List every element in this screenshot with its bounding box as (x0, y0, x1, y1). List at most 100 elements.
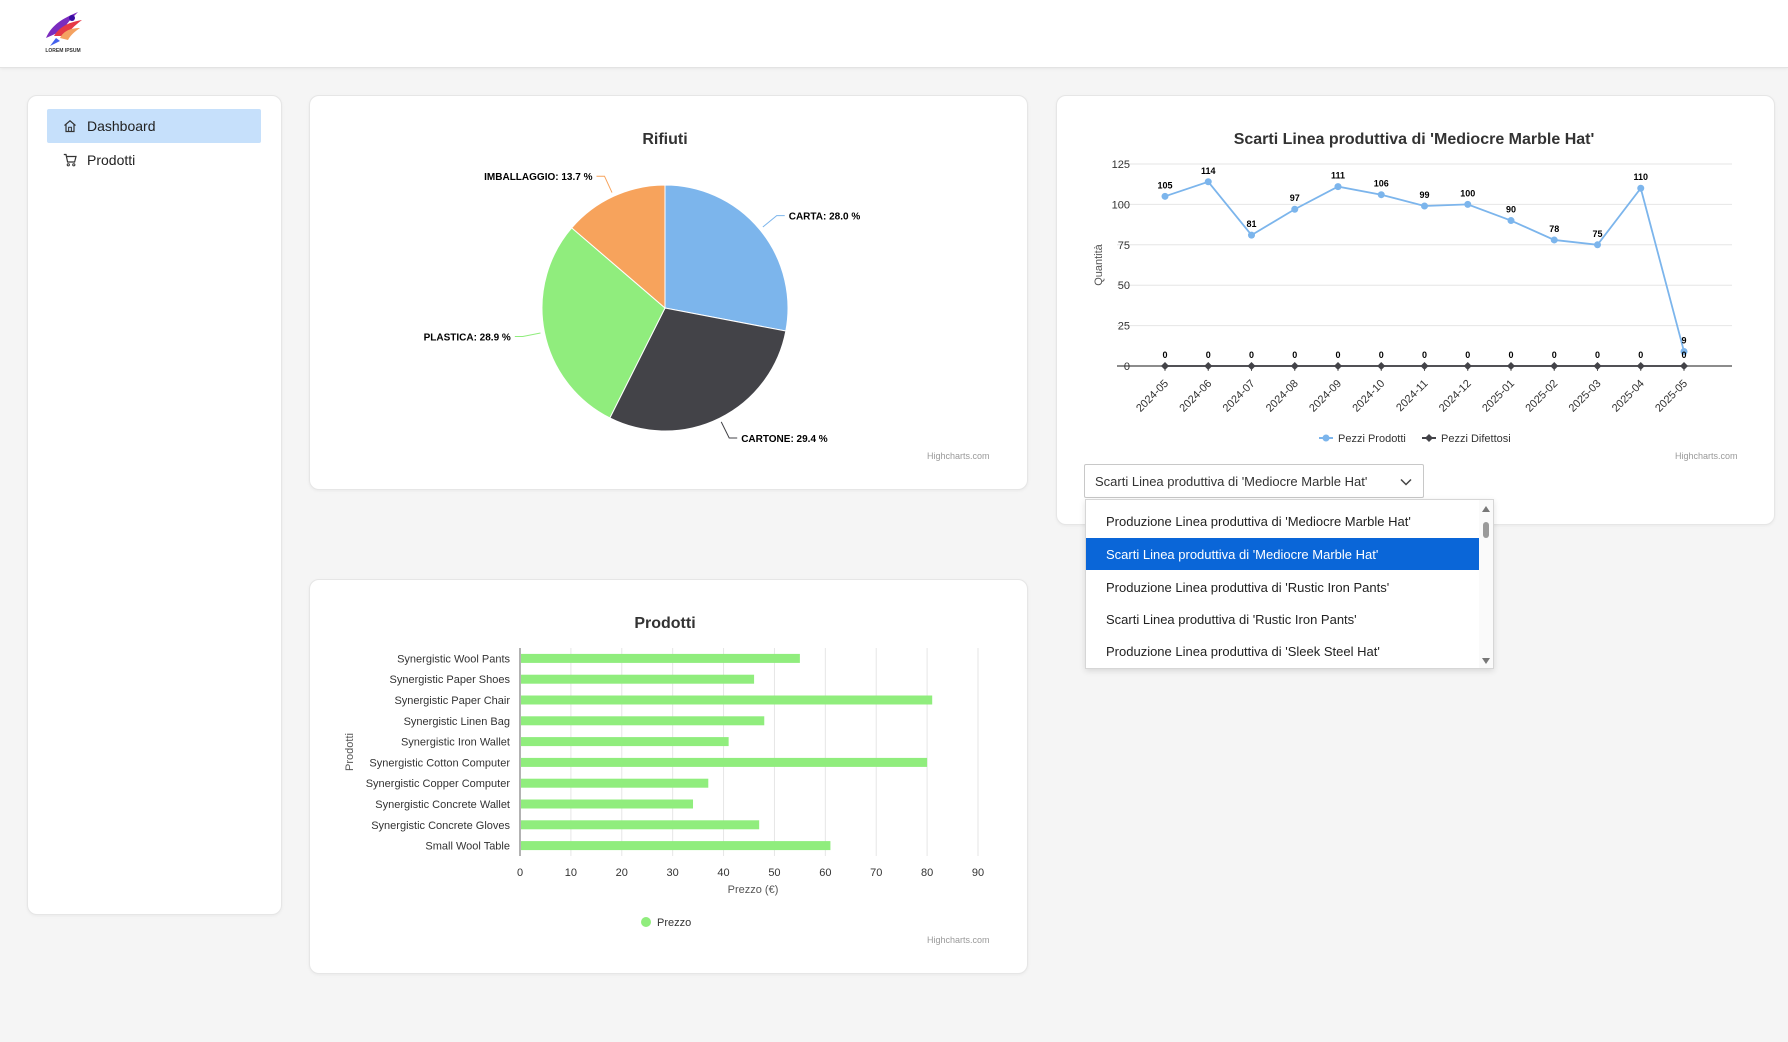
cart-icon (63, 153, 77, 167)
bar (521, 674, 755, 684)
dropdown-option[interactable]: Produzione Linea produttiva di 'Sleek St… (1106, 643, 1380, 659)
sidebar-item-label: Prodotti (87, 152, 136, 168)
pie-connector (514, 332, 541, 338)
data-point (1377, 362, 1386, 370)
y-tick-label: Synergistic Copper Computer (366, 778, 511, 790)
bar (521, 799, 694, 809)
legend-item-label: Pezzi Prodotti (1338, 433, 1406, 445)
data-point (1290, 362, 1299, 370)
credits-text[interactable]: Highcharts.com (927, 451, 990, 461)
data-label: 111 (1331, 171, 1345, 181)
x-tick-label: 2025-05 (1653, 378, 1690, 415)
data-point (1593, 362, 1602, 370)
data-point (1204, 362, 1213, 370)
data-label: 78 (1549, 224, 1559, 234)
logo[interactable]: LOREM IPSUM (40, 8, 86, 58)
y-tick-label: 100 (1112, 199, 1130, 211)
legend-item-label: Pezzi Difettosi (1441, 433, 1511, 445)
x-tick-label: 2024-07 (1221, 378, 1258, 415)
data-point (1680, 362, 1688, 370)
y-tick-label: 25 (1118, 321, 1130, 333)
data-point (1637, 184, 1645, 192)
data-label: 0 (1292, 350, 1297, 360)
data-point (1550, 362, 1559, 370)
pie-chart-title: Rifiuti (642, 131, 688, 148)
x-tick-label: 70 (870, 867, 882, 879)
bar (521, 695, 933, 705)
home-icon (64, 120, 76, 133)
y-tick-label: Synergistic Concrete Wallet (375, 799, 510, 811)
data-point (1464, 200, 1472, 208)
data-label: 0 (1206, 350, 1211, 360)
scroll-down-icon[interactable] (1482, 658, 1490, 664)
data-label: 110 (1633, 172, 1648, 182)
pie-data-label: CARTONE: 29.4 % (741, 434, 828, 445)
top-bar: LOREM IPSUM (0, 0, 1788, 68)
sidebar: Dashboard Prodotti (27, 95, 282, 915)
bird-logo-icon (46, 12, 82, 46)
pie-slice-carta (664, 184, 789, 332)
legend-item-label: Prezzo (657, 917, 691, 929)
x-tick-label: 20 (616, 867, 628, 879)
data-label: 0 (1638, 350, 1643, 360)
data-point (1334, 362, 1342, 370)
x-tick-label: 2024-11 (1394, 378, 1430, 414)
data-label: 0 (1552, 350, 1557, 360)
pie-data-label: PLASTICA: 28.9 % (424, 333, 511, 344)
pie-chart: CARTA: 28.0 % CARTONE: 29.4 % PLASTICA: 28… (424, 172, 861, 445)
x-tick-label: 50 (768, 867, 780, 879)
bar (521, 737, 729, 747)
pie-slice-plastica (541, 227, 666, 419)
y-tick-label: 125 (1112, 159, 1130, 171)
dropdown-option[interactable]: Scarti Linea produttiva di 'Rustic Iron … (1106, 611, 1357, 627)
chart-select[interactable]: Scarti Linea produttiva di 'Mediocre Mar… (1084, 464, 1424, 498)
pie-connector (762, 215, 785, 228)
data-label: 75 (1592, 229, 1602, 239)
x-tick-label: 40 (717, 867, 729, 879)
credits-text[interactable]: Highcharts.com (1675, 451, 1738, 461)
sidebar-item-prodotti[interactable]: Prodotti (47, 143, 261, 177)
data-label: 0 (1335, 350, 1340, 360)
y-tick-label: 75 (1118, 240, 1130, 252)
y-axis-title: Prodotti (344, 733, 356, 771)
bar (521, 716, 765, 726)
chart-select-value: Scarti Linea produttiva di 'Mediocre Mar… (1095, 473, 1368, 489)
x-tick-label: 2024-12 (1437, 378, 1474, 415)
x-tick-label: 2025-04 (1610, 378, 1647, 415)
credits-text[interactable]: Highcharts.com (927, 935, 990, 945)
y-tick-label: Synergistic Wool Pants (397, 653, 510, 665)
data-point (1463, 362, 1472, 370)
dropdown-scrollbar[interactable] (1479, 500, 1493, 668)
dropdown-option[interactable]: Produzione Linea produttiva di 'Mediocre… (1106, 513, 1411, 529)
scroll-thumb[interactable] (1483, 522, 1489, 538)
bar (521, 841, 831, 851)
scroll-up-icon[interactable] (1482, 506, 1490, 512)
y-tick-label: Synergistic Paper Shoes (390, 674, 511, 686)
x-tick-label: 2024-09 (1307, 378, 1344, 415)
pie-connector (720, 421, 738, 439)
data-point (1594, 241, 1601, 249)
x-tick-label: 10 (565, 867, 577, 879)
dropdown-option[interactable]: Produzione Linea produttiva di 'Rustic I… (1106, 579, 1390, 595)
x-tick-label: 2024-06 (1177, 378, 1214, 415)
chart-select-dropdown[interactable]: Produzione Linea produttiva di 'Mediocre… (1085, 499, 1494, 669)
data-label: 0 (1681, 350, 1686, 360)
pie-slice-imballaggio (571, 184, 666, 310)
data-point (1507, 362, 1515, 370)
data-label: 90 (1506, 205, 1516, 215)
x-tick-label: 2025-02 (1523, 378, 1560, 415)
data-point (1421, 202, 1428, 210)
pie-data-label: IMBALLAGGIO: 13.7 % (484, 172, 592, 183)
data-point (1204, 178, 1212, 186)
chevron-down-icon (1400, 478, 1412, 486)
dropdown-option-selected[interactable]: Scarti Linea produttiva di 'Mediocre Mar… (1086, 538, 1480, 570)
y-tick-label: Synergistic Linen Bag (404, 716, 510, 728)
x-tick-label: 2024-05 (1134, 378, 1171, 415)
data-point (1636, 362, 1645, 370)
pie-slice-cartone (609, 307, 787, 432)
data-point (1247, 362, 1256, 370)
sidebar-item-dashboard[interactable]: Dashboard (47, 109, 261, 143)
bar-chart-card: Prodotti 0 10 20 30 40 50 60 70 80 90 Prezzo (€) Pr… (309, 579, 1028, 974)
data-label: 106 (1374, 179, 1389, 189)
pie-connector (596, 175, 613, 193)
